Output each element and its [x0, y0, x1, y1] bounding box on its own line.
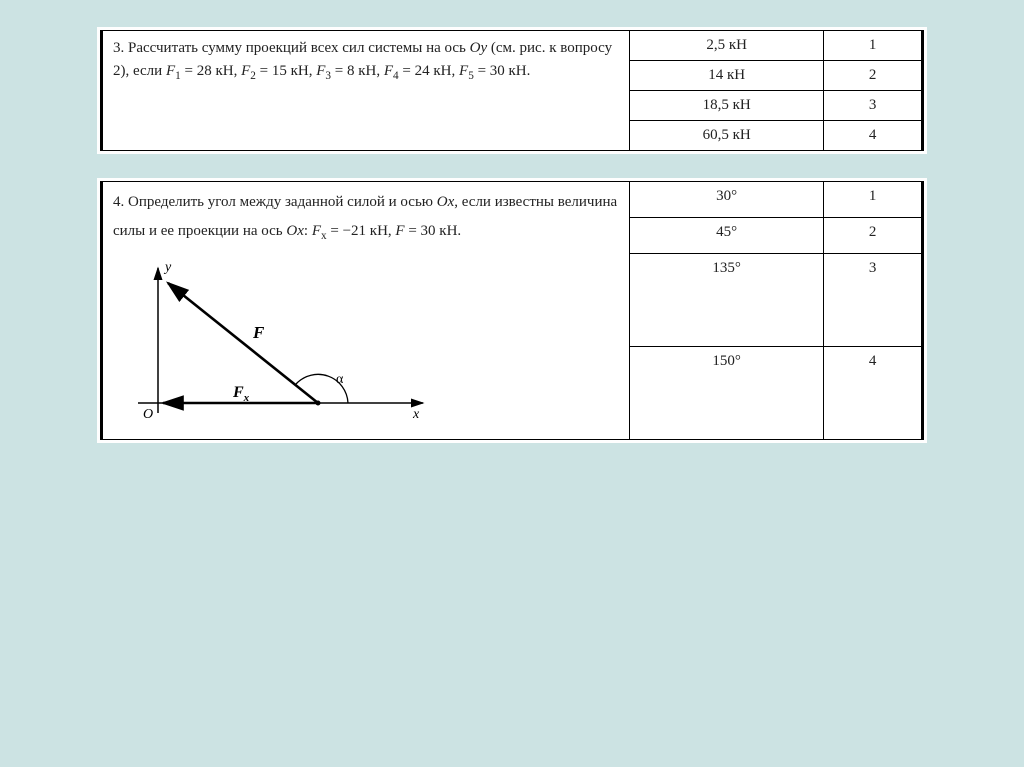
q3-f5v: = 30 кН. [474, 63, 531, 79]
diagram-alpha-label: α [336, 372, 344, 387]
page: 3. Рассчитать сумму проекций всех сил си… [0, 0, 1024, 500]
q4-fl: F [395, 223, 404, 239]
q4-axis2: Ox [286, 223, 304, 239]
q4-code-4: 4 [824, 346, 922, 439]
q4-code-1: 1 [824, 182, 922, 218]
question-4-text-cell: 4. Определить угол между заданной силой … [103, 182, 630, 440]
q3-f4l: F [384, 63, 393, 79]
q4-text-1: 4. Определить угол между заданной силой … [113, 194, 437, 210]
q4-text-3: : [304, 223, 312, 239]
question-4-table: 4. Определить угол между заданной силой … [102, 181, 922, 440]
q3-f2v: = 15 кН, [256, 63, 316, 79]
q3-answer-4: 60,5 кН [630, 121, 824, 151]
q4-axis: Ox [437, 194, 455, 210]
q3-f2l: F [241, 63, 250, 79]
q3-f1v: = 28 кН, [181, 63, 241, 79]
question-3-block: 3. Рассчитать сумму проекций всех сил си… [100, 30, 924, 151]
q4-fxv: = −21 кН, [327, 223, 396, 239]
question-3-table: 3. Рассчитать сумму проекций всех сил си… [102, 30, 922, 151]
diagram-x-label: x [412, 407, 420, 422]
q3-text-1: 3. Рассчитать сумму проекций всех сил си… [113, 40, 470, 56]
force-diagram: y x O F Fx α [113, 253, 443, 433]
q4-code-3: 3 [824, 253, 922, 346]
q3-axis: Oy [470, 40, 488, 56]
diagram-y-label: y [163, 260, 172, 275]
q3-code-1: 1 [824, 31, 922, 61]
diagram-fx-label: Fx [232, 384, 250, 404]
q4-answer-4: 150° [630, 346, 824, 439]
q3-answer-3: 18,5 кН [630, 91, 824, 121]
diagram-f-label: F [252, 323, 265, 342]
q3-f3v: = 8 кН, [331, 63, 384, 79]
question-4-block: 4. Определить угол между заданной силой … [100, 181, 924, 440]
q4-fxl: F [312, 223, 321, 239]
q4-answer-2: 45° [630, 217, 824, 253]
q3-f4v: = 24 кН, [399, 63, 459, 79]
q3-f1l: F [166, 63, 175, 79]
q3-code-4: 4 [824, 121, 922, 151]
q3-answer-2: 14 кН [630, 61, 824, 91]
q3-code-3: 3 [824, 91, 922, 121]
q4-fv: = 30 кН. [405, 223, 462, 239]
q3-answer-1: 2,5 кН [630, 31, 824, 61]
q4-answer-3: 135° [630, 253, 824, 346]
q4-answer-1: 30° [630, 182, 824, 218]
q3-code-2: 2 [824, 61, 922, 91]
q4-code-2: 2 [824, 217, 922, 253]
q3-f5l: F [459, 63, 468, 79]
question-3-text-cell: 3. Рассчитать сумму проекций всех сил си… [103, 31, 630, 151]
diagram-o-label: O [143, 407, 153, 422]
